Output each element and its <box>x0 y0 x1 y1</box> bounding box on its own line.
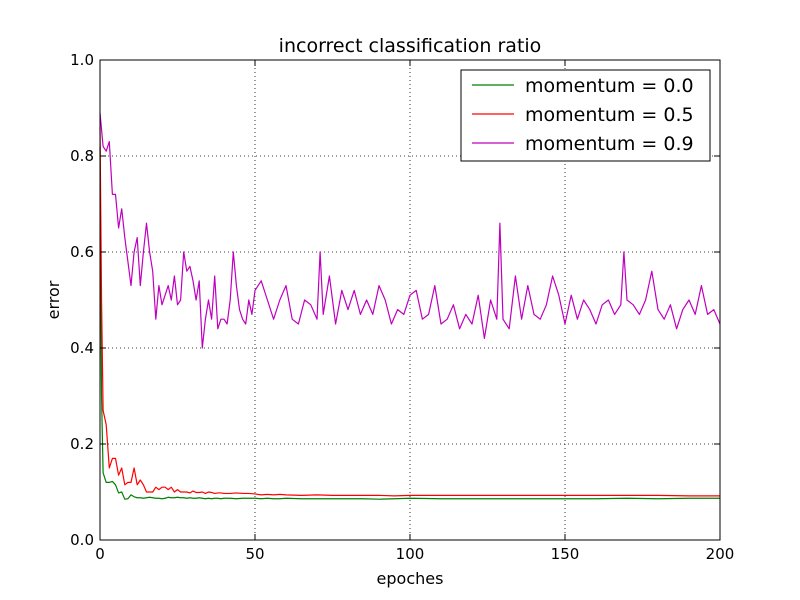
y-axis-label: error <box>44 280 63 319</box>
x-tick-label: 50 <box>245 545 264 563</box>
ticks: 0 50 100 150 200 0.0 0.2 0.4 0.6 0.8 1.0 <box>70 51 734 563</box>
chart-title: incorrect classification ratio <box>279 35 542 57</box>
x-tick-label: 200 <box>706 545 735 563</box>
series-line-1 <box>99 127 720 497</box>
legend: momentum = 0.0 momentum = 0.5 momentum = 0… <box>460 69 711 162</box>
series-line-0 <box>99 146 720 500</box>
legend-label-2: momentum = 0.9 <box>525 133 694 155</box>
y-tick-label: 0.2 <box>70 435 94 453</box>
legend-label-0: momentum = 0.0 <box>525 75 694 97</box>
y-tick-label: 0.0 <box>70 531 94 549</box>
y-tick-label: 0.6 <box>70 243 94 261</box>
x-tick-label: 0 <box>95 545 105 563</box>
legend-label-1: momentum = 0.5 <box>525 104 694 126</box>
y-tick-label: 1.0 <box>70 51 94 69</box>
series-layer <box>99 112 721 500</box>
x-axis-label: epoches <box>377 569 444 588</box>
series-line-2 <box>99 112 721 349</box>
y-tick-label: 0.4 <box>70 339 94 357</box>
x-tick-label: 100 <box>396 545 425 563</box>
x-tick-label: 150 <box>551 545 580 563</box>
y-tick-label: 0.8 <box>70 147 94 165</box>
